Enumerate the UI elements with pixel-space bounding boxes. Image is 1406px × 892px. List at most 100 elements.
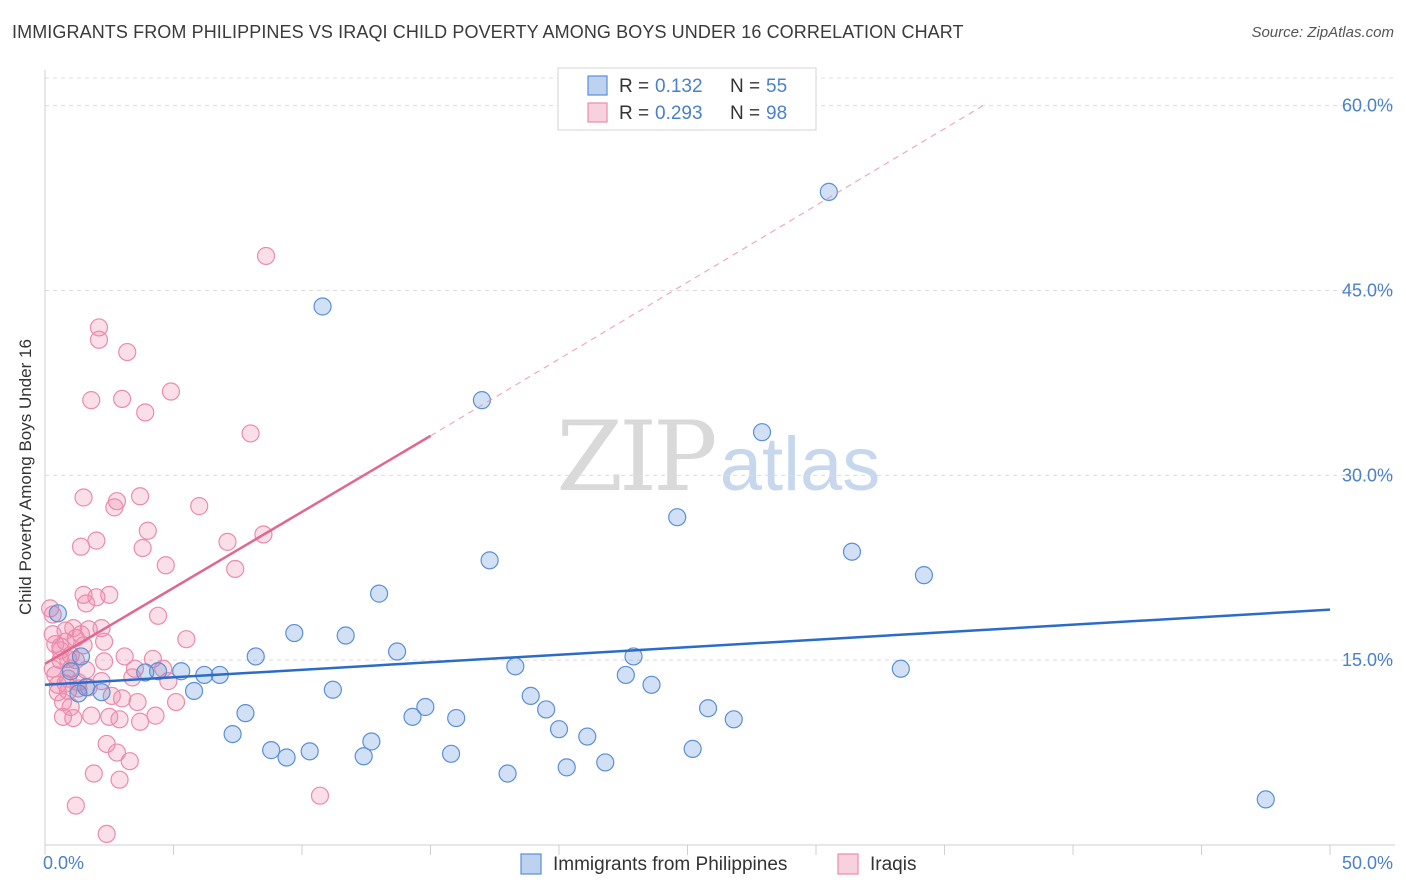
correlation-legend: R = 0.132 N = 55 R = 0.293 N = 98 [557, 67, 817, 131]
chart-title: IMMIGRANTS FROM PHILIPPINES VS IRAQI CHI… [12, 22, 964, 42]
iraqis-point [66, 796, 85, 815]
legend-n-value: 55 [766, 76, 787, 97]
iraqis-trend-line [44, 434, 432, 665]
philippines-point [236, 704, 255, 723]
iraqis-point [97, 824, 116, 844]
iraqis-point [241, 424, 260, 443]
iraqis-point [146, 706, 165, 725]
philippines-point [277, 748, 296, 767]
philippines-point [683, 739, 702, 758]
philippines-point [819, 182, 838, 201]
series-iraqis [41, 246, 330, 844]
iraqis-point [118, 342, 137, 362]
iraqis-point [64, 708, 83, 728]
iraqis-point [82, 391, 101, 410]
philippines-point [506, 657, 525, 676]
philippines-point [891, 659, 910, 678]
iraqis-point [112, 689, 132, 708]
philippines-point [223, 724, 242, 744]
iraqis-point [100, 585, 119, 604]
legend-r-value: 0.293 [655, 103, 703, 124]
y-tick-label: 60.0% [1342, 96, 1393, 116]
philippines-point [441, 744, 461, 763]
series-legend-label: Immigrants from Philippines [553, 854, 787, 875]
iraqis-point [218, 532, 237, 551]
philippines-point [616, 665, 635, 685]
philippines-point [362, 732, 381, 751]
iraqis-point [82, 706, 101, 725]
philippines-point [300, 742, 319, 761]
philippines-point [842, 542, 862, 561]
iraqis-point [89, 318, 109, 337]
iraqis-point [130, 712, 150, 731]
legend-box [557, 67, 817, 131]
iraqis-point [74, 488, 93, 507]
philippines-point [285, 623, 304, 643]
iraqis-point [115, 647, 134, 666]
philippines-point [447, 708, 466, 728]
iraqis-point [89, 330, 109, 349]
iraqis-point [100, 707, 119, 726]
y-tick-label: 45.0% [1342, 280, 1393, 300]
philippines-point [537, 700, 556, 719]
y-tick-label: 15.0% [1342, 650, 1393, 670]
philippines-point [313, 297, 332, 316]
watermark-zip: ZIP [556, 401, 715, 513]
watermark-atlas: atlas [720, 422, 881, 507]
philippines-point [698, 699, 718, 718]
philippines-point [71, 647, 91, 666]
x-tick-label-min: 0.0% [43, 853, 84, 873]
legend-swatch [587, 75, 608, 96]
legend-r-value: 0.132 [655, 76, 703, 97]
philippines-point [578, 727, 597, 746]
iraqis-point [136, 403, 155, 422]
philippines-point [557, 758, 576, 777]
philippines-point [549, 720, 569, 739]
philippines-point [323, 680, 342, 699]
iraqis-point [107, 743, 127, 762]
legend-r-label: R = [619, 103, 649, 124]
series-legend-swatch [520, 853, 542, 875]
iraqis-trend-extension [430, 105, 984, 437]
iraqis-point [256, 246, 276, 266]
philippines-point [136, 663, 155, 682]
series-legend-swatch [837, 853, 859, 875]
legend-n-label: N = [730, 103, 760, 124]
iraqis-point [310, 786, 330, 805]
philippines-point [668, 508, 687, 527]
philippines-point [480, 551, 499, 570]
philippines-point [416, 697, 435, 717]
x-tick-label-max: 50.0% [1342, 853, 1393, 873]
iraqis-point [71, 537, 91, 556]
philippines-point [387, 642, 407, 661]
philippines-point [262, 741, 281, 760]
iraqis-point [107, 492, 127, 511]
iraqis-point [177, 630, 196, 649]
iraqis-point [95, 632, 114, 651]
legend-swatch [587, 102, 608, 123]
iraqis-point [138, 521, 157, 540]
philippines-point [724, 710, 743, 729]
iraqis-point [128, 692, 147, 712]
source-label: Source: ZipAtlas.com [1251, 24, 1394, 41]
iraqis-point [125, 659, 145, 678]
iraqis-point [161, 382, 181, 401]
philippines-point [624, 647, 643, 666]
iraqis-point [190, 497, 209, 516]
iraqis-point [226, 559, 245, 579]
philippines-point [472, 391, 491, 410]
series-legend: Immigrants from Philippines Iraqis [520, 853, 916, 875]
iraqis-point [148, 606, 168, 625]
legend-r-label: R = [619, 76, 649, 97]
philippines-point [521, 686, 540, 705]
series-legend-label: Iraqis [870, 854, 916, 875]
iraqis-point [56, 632, 75, 651]
philippines-point [354, 747, 373, 766]
philippines-point [246, 647, 265, 666]
philippines-point [184, 681, 204, 701]
legend-n-label: N = [730, 76, 760, 97]
iraqis-point [166, 692, 186, 712]
iraqis-point [77, 594, 96, 613]
philippines-point [148, 662, 168, 681]
